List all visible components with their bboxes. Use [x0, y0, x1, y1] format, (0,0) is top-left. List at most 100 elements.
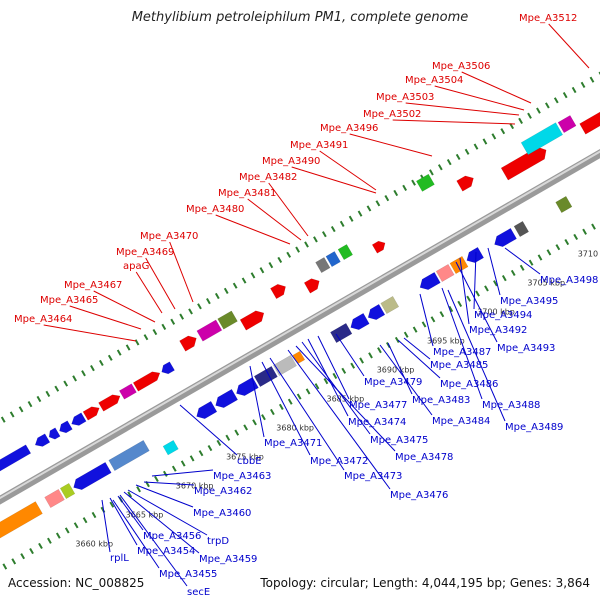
bottom-label: Mpe_A3488: [482, 400, 540, 411]
bottom-label: Mpe_A3489: [505, 422, 563, 433]
tick-mark: [45, 390, 51, 397]
tick-mark: [286, 251, 292, 258]
top-label-leader: [268, 182, 309, 237]
bottom-label-leader: [269, 357, 345, 471]
gene-arrow: [270, 283, 286, 300]
tick-mark: [55, 532, 61, 539]
tick-mark: [518, 117, 523, 125]
tick-mark: [9, 411, 15, 418]
tick-mark: [180, 460, 186, 467]
bottom-label-leader: [317, 335, 350, 400]
bottom-label: secE: [187, 587, 210, 598]
tick-mark: [536, 107, 541, 114]
tick-mark: [573, 233, 579, 241]
tick-mark: [216, 439, 222, 447]
bottom-label-leader: [261, 361, 311, 456]
tick-mark: [537, 254, 543, 261]
tick-mark: [446, 159, 452, 166]
tick-mark: [339, 220, 345, 228]
top-label: Mpe_A3502: [363, 109, 421, 120]
tick-mark: [82, 517, 88, 524]
tick-mark: [81, 370, 86, 377]
bottom-label: trpD: [207, 536, 229, 547]
tick-mark: [261, 414, 266, 421]
bottom-label: Mpe_A3456: [143, 531, 201, 542]
tick-mark: [171, 465, 177, 472]
top-label: Mpe_A3504: [405, 75, 463, 86]
tick-mark: [295, 246, 300, 253]
top-label: Mpe_A3469: [116, 247, 174, 258]
tick-mark: [421, 321, 427, 328]
gene-arrow: [466, 246, 485, 263]
tick-mark: [350, 362, 356, 369]
tick-mark: [544, 102, 550, 109]
tick-mark: [589, 76, 595, 83]
tick-mark: [455, 153, 461, 161]
tick-mark: [341, 367, 347, 374]
tick-mark: [457, 300, 463, 307]
gene-arrow: [132, 371, 161, 392]
bottom-label: Mpe_A3473: [344, 471, 402, 482]
top-label-leader: [215, 214, 291, 245]
bottom-label: Mpe_A3492: [469, 325, 527, 336]
bottom-label-leader: [117, 495, 144, 531]
tick-mark: [527, 112, 532, 119]
bottom-label-leader: [459, 257, 470, 325]
tick-mark: [116, 349, 122, 356]
gene-box: [44, 488, 65, 509]
top-label-leader: [434, 85, 525, 111]
tick-mark: [493, 280, 498, 287]
gene-box: [0, 501, 43, 539]
gene-arrow: [34, 433, 51, 447]
tick-mark: [591, 223, 596, 230]
genome-title: Methylibium petroleiphilum PM1, complete…: [131, 10, 469, 25]
kbp-label: 3690 kbp: [377, 366, 415, 375]
tick-mark: [484, 285, 489, 292]
tick-mark: [305, 388, 311, 395]
bottom-label-leader: [101, 499, 111, 553]
bottom-label: Mpe_A3460: [193, 508, 251, 519]
bottom-label-leader: [287, 349, 391, 490]
gene-box: [108, 439, 150, 472]
tick-mark: [91, 511, 97, 519]
genome-backbone: [0, 148, 600, 505]
tick-mark: [98, 359, 104, 367]
gene-arrow: [215, 388, 239, 408]
gene-box: [557, 115, 577, 134]
bottom-label-leader: [403, 337, 431, 360]
tick-mark: [430, 316, 436, 323]
top-label: Mpe_A3503: [376, 92, 434, 103]
top-label: Mpe_A3496: [320, 123, 378, 134]
bottom-label: Mpe_A3486: [440, 379, 498, 390]
bottom-label-leader: [127, 489, 208, 536]
bottom-label: Mpe_A3494: [474, 310, 532, 321]
tick-mark: [314, 383, 320, 390]
tick-mark: [20, 553, 26, 560]
bottom-label: Mpe_A3479: [364, 377, 422, 388]
tick-mark: [375, 200, 381, 207]
kbp-label: 3705 kbp: [527, 279, 565, 288]
tick-mark: [252, 419, 257, 426]
tick-mark: [268, 262, 274, 269]
tick-mark: [234, 429, 240, 436]
top-label-leader: [405, 102, 520, 116]
tick-mark: [277, 256, 283, 264]
gene-arrow: [371, 240, 386, 254]
gene-box: [435, 263, 455, 283]
gene-arrow: [59, 420, 73, 434]
kbp-label: 3660 kbp: [75, 540, 113, 549]
tick-mark: [36, 395, 42, 403]
tick-mark: [482, 138, 488, 145]
gene-arrow: [48, 427, 61, 440]
tick-mark: [29, 547, 34, 555]
bottom-label: Mpe_A3474: [348, 417, 406, 428]
bottom-label: Mpe_A3493: [497, 343, 555, 354]
bottom-label: Mpe_A3477: [349, 400, 407, 411]
tick-mark: [189, 455, 195, 462]
tick-mark: [296, 393, 302, 400]
top-label: Mpe_A3464: [14, 314, 72, 325]
tick-mark: [580, 81, 586, 88]
kbp-label: 3680 kbp: [276, 424, 314, 433]
top-label: Mpe_A3482: [239, 172, 297, 183]
tick-mark: [321, 231, 327, 238]
